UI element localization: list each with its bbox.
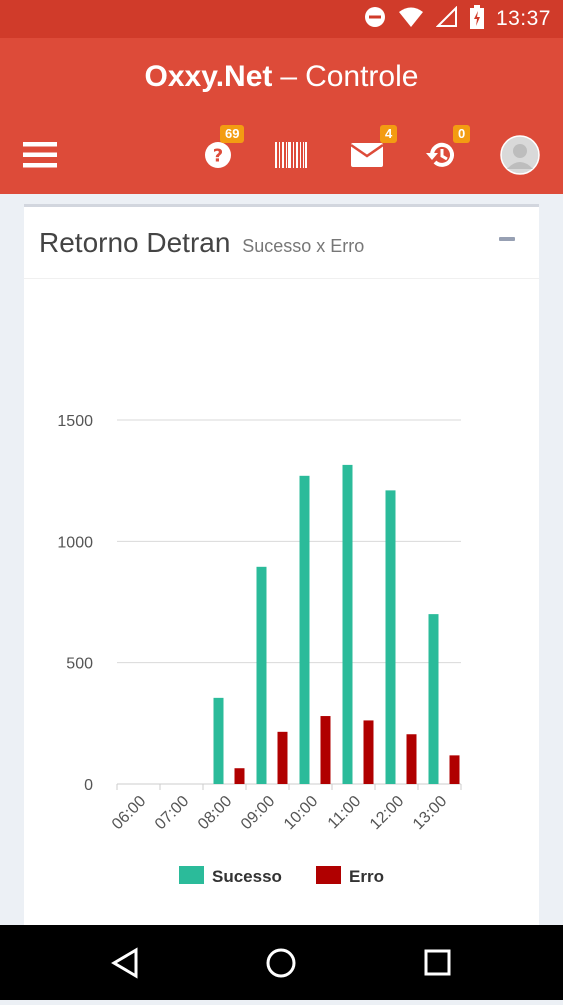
app-brand[interactable]: Oxxy.Net [144, 60, 273, 93]
help-button[interactable]: ? 69 [200, 116, 245, 194]
bar-sucesso [342, 464, 353, 784]
mail-badge: 4 [380, 125, 398, 143]
barcode-icon [275, 142, 307, 168]
history-button[interactable]: 0 [425, 116, 471, 194]
bar-chart: 0 500 1000 1500 06:00 07:00 08:00 09:00 10:00 11:… [57, 413, 462, 886]
top-navbar: ? 69 4 0 [0, 116, 563, 194]
x-tick-label: 12:00 [367, 793, 407, 833]
bar-sucesso [385, 490, 396, 784]
x-tick-label: 11:00 [325, 793, 365, 833]
app-header: Oxxy.Net – Controle [0, 38, 563, 116]
card-header: Retorno Detran Sucesso x Erro [24, 207, 539, 279]
avatar[interactable] [499, 116, 541, 194]
battery-charging-icon [469, 4, 484, 34]
hamburger-menu-icon[interactable] [22, 116, 58, 194]
back-button-icon[interactable] [111, 947, 138, 979]
barcode-button[interactable] [274, 116, 308, 194]
bar-sucesso [299, 475, 310, 784]
y-tick-label: 1000 [57, 534, 93, 551]
status-bar: 13:37 [0, 0, 563, 38]
bar-erro [363, 720, 374, 784]
x-tick-label: 13:00 [410, 793, 450, 833]
signal-icon [435, 5, 458, 33]
do-not-disturb-icon [364, 6, 386, 33]
bar-erro [406, 734, 417, 784]
status-time: 13:37 [495, 7, 551, 30]
app-subtitle: Controle [305, 60, 419, 93]
y-tick-label: 1500 [57, 413, 93, 430]
legend-label-sucesso: Sucesso [212, 867, 282, 886]
history-icon [426, 142, 454, 167]
y-tick-label: 500 [66, 656, 93, 673]
x-tick-label: 09:00 [238, 793, 278, 833]
legend-label-erro: Erro [349, 867, 384, 886]
card-title-text: Retorno Detran [39, 227, 231, 258]
bar-erro [449, 755, 460, 784]
user-avatar-icon [500, 135, 540, 175]
svg-text:?: ? [213, 146, 223, 167]
bar-erro [320, 716, 331, 784]
card-subtitle: Sucesso x Erro [242, 236, 365, 256]
bar-sucesso [213, 697, 224, 784]
x-tick-label: 06:00 [109, 793, 149, 833]
android-nav-bar [0, 925, 563, 1000]
legend-swatch-sucesso [179, 866, 204, 884]
title-separator: – [280, 60, 298, 93]
bar-erro [277, 731, 288, 784]
chart-card: Retorno Detran Sucesso x Erro 0 500 1000 15… [24, 204, 539, 944]
mail-button[interactable]: 4 [350, 116, 398, 194]
bar-erro [234, 768, 245, 784]
help-icon: ? [205, 142, 231, 168]
legend-swatch-erro [316, 866, 341, 884]
y-tick-label: 0 [84, 777, 93, 794]
bar-sucesso [428, 614, 439, 784]
bar-sucesso [256, 566, 267, 784]
wifi-icon [398, 6, 424, 33]
recents-button-icon[interactable] [424, 949, 451, 976]
history-badge: 0 [453, 125, 471, 143]
mail-icon [351, 143, 383, 167]
home-button-icon[interactable] [266, 948, 296, 978]
x-tick-label: 08:00 [195, 793, 235, 833]
card-title: Retorno Detran Sucesso x Erro [39, 227, 364, 259]
collapse-button[interactable] [499, 237, 515, 241]
x-tick-label: 10:00 [281, 793, 321, 833]
x-tick-label: 07:00 [152, 793, 192, 833]
help-badge: 69 [220, 125, 245, 143]
